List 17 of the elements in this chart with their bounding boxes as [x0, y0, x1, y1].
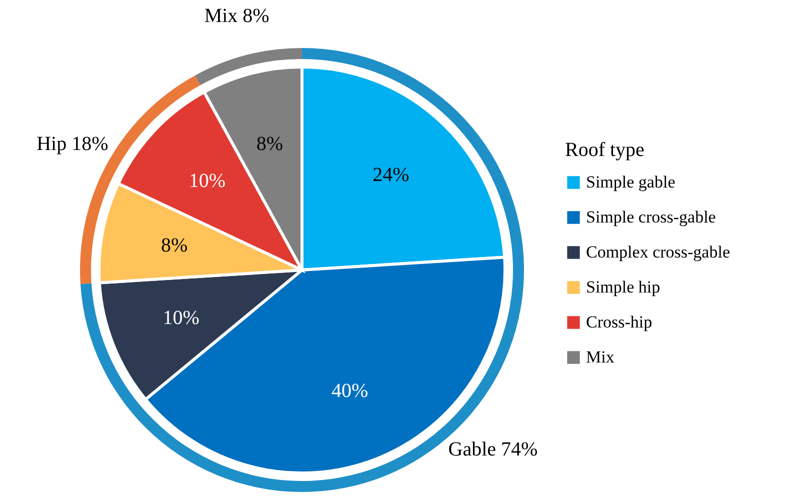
data-label: 10%: [188, 170, 226, 192]
legend-label: Simple hip: [586, 278, 660, 296]
slice-label: Hip 18%: [36, 132, 108, 155]
donut-slice: [195, 48, 302, 86]
data-label: 40%: [332, 380, 368, 402]
legend-label: Cross-hip: [586, 312, 652, 332]
legend-label: Simple cross-gable: [586, 208, 716, 226]
data-label: 10%: [162, 306, 200, 329]
data-label: 8%: [256, 133, 284, 156]
data-label: 8%: [160, 234, 188, 257]
legend-label: Mix: [586, 348, 615, 366]
data-label: 24%: [372, 164, 410, 186]
legend-title: Roof type: [565, 139, 645, 161]
slice-label: Gable 74%: [448, 438, 538, 460]
slice-label: Mix 8%: [204, 5, 270, 28]
legend-label: Complex cross-gable: [586, 242, 730, 262]
legend-label: Simple gable: [586, 172, 676, 192]
